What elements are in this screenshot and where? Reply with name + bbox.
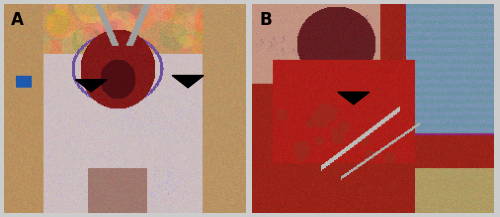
Polygon shape	[172, 76, 204, 88]
Text: B: B	[260, 11, 272, 29]
Polygon shape	[338, 92, 370, 104]
Polygon shape	[76, 80, 107, 92]
Text: A: A	[12, 11, 24, 29]
